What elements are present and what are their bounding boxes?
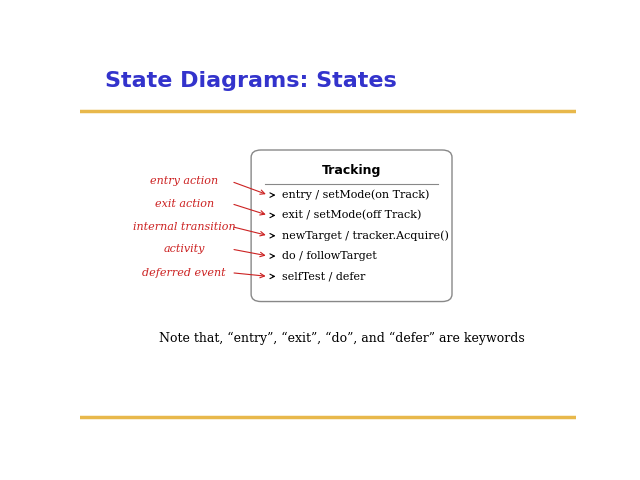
- Text: exit / setMode(off Track): exit / setMode(off Track): [282, 210, 421, 221]
- Text: newTarget / tracker.Acquire(): newTarget / tracker.Acquire(): [282, 230, 449, 241]
- Text: activity: activity: [163, 244, 205, 254]
- Text: do / followTarget: do / followTarget: [282, 251, 376, 261]
- Text: State Diagrams: States: State Diagrams: States: [105, 71, 397, 91]
- Text: selfTest / defer: selfTest / defer: [282, 271, 365, 281]
- Text: Note that, “entry”, “exit”, “do”, and “defer” are keywords: Note that, “entry”, “exit”, “do”, and “d…: [159, 332, 525, 345]
- Text: exit action: exit action: [155, 199, 214, 209]
- Text: Tracking: Tracking: [322, 164, 381, 177]
- Text: deferred event: deferred event: [142, 268, 226, 278]
- FancyBboxPatch shape: [251, 150, 452, 301]
- Text: entry / setMode(on Track): entry / setMode(on Track): [282, 190, 429, 200]
- Text: entry action: entry action: [150, 177, 218, 186]
- Text: internal transition: internal transition: [133, 221, 236, 231]
